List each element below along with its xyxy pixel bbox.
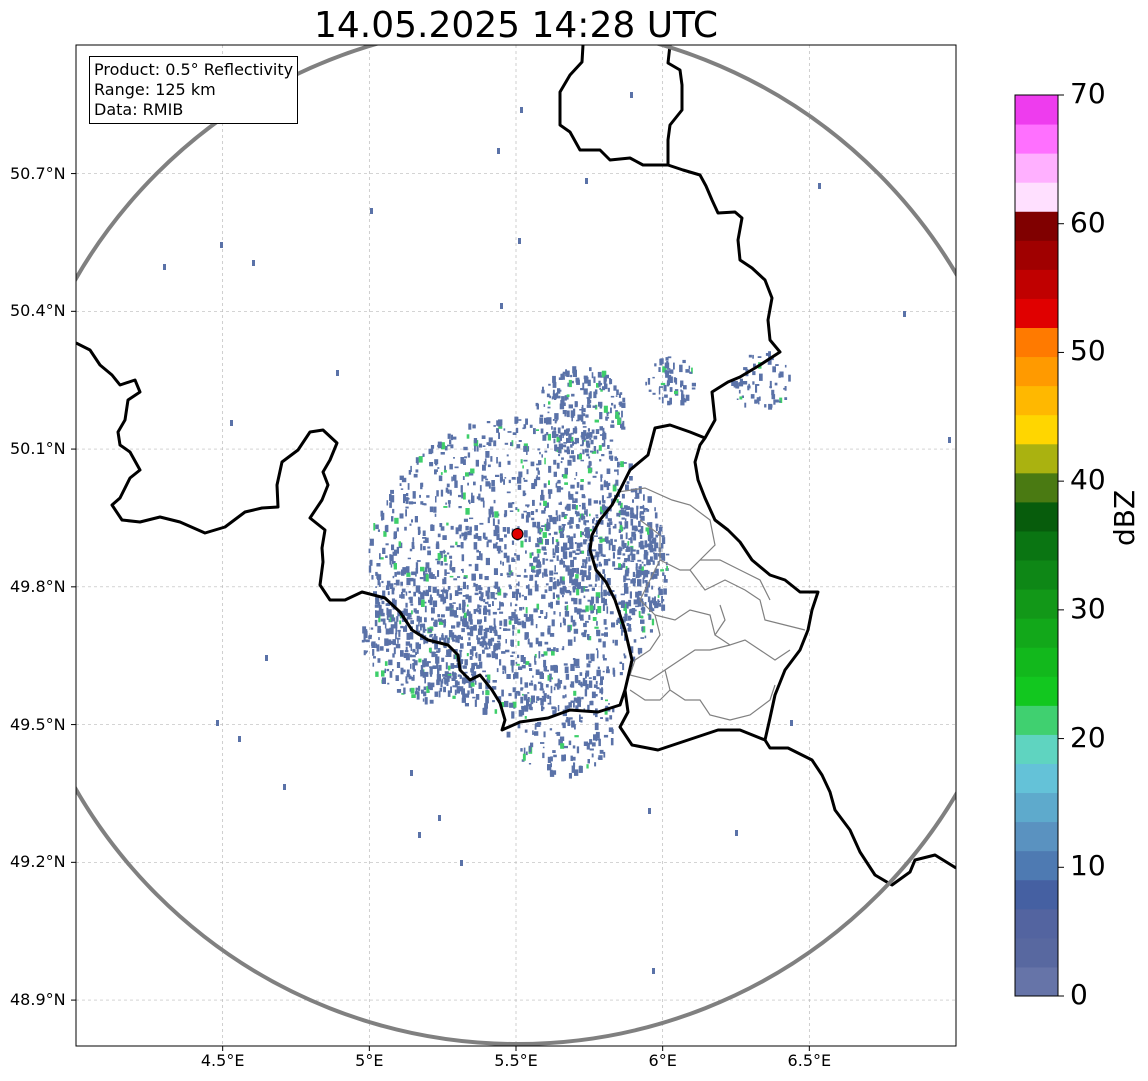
lat-tick-label: 50.1°N (10, 439, 66, 459)
data-source-label: Data: RMIB (94, 100, 184, 119)
product-label: Product: 0.5° Reflectivity (94, 60, 294, 79)
district-borders (617, 487, 806, 721)
lat-tick-label: 49.8°N (10, 576, 66, 596)
axis-ticks (71, 173, 810, 1051)
lon-tick-label: 6°E (648, 1051, 677, 1070)
lat-tick-label: 50.7°N (10, 163, 66, 183)
colorbar-bin (1015, 385, 1058, 416)
range-label: Range: 125 km (94, 80, 216, 99)
radar-site-marker (511, 528, 524, 541)
colorbar-bin (1015, 618, 1058, 648)
lat-tick-label: 49.2°N (10, 852, 66, 872)
colorbar-bin (1015, 298, 1058, 329)
colorbar-bin (1015, 705, 1058, 735)
lon-tick-label: 6.5°E (787, 1051, 832, 1070)
country-borders (76, 45, 956, 887)
colorbar-bin (1015, 95, 1058, 125)
info-box: Product: 0.5° Reflectivity Range: 125 km… (89, 56, 299, 124)
colorbar-tick-label: 30 (1070, 591, 1106, 625)
colorbar-bin (1015, 821, 1058, 852)
colorbar-bin (1015, 763, 1058, 794)
colorbar-bin (1015, 676, 1058, 706)
colorbar-unit-label: dBZ (1108, 489, 1141, 546)
colorbar-tick-label: 50 (1070, 334, 1106, 368)
colorbar-bin (1015, 647, 1058, 677)
colorbar-tick-label: 70 (1070, 77, 1106, 110)
colorbar-tick-label: 0 (1070, 978, 1088, 1011)
colorbar (1014, 94, 1064, 997)
colorbar-bin (1015, 124, 1058, 154)
colorbar-tick-label: 20 (1070, 720, 1106, 754)
colorbar-bin (1015, 240, 1058, 270)
colorbar-bin (1015, 182, 1058, 212)
colorbar-bin (1015, 850, 1058, 881)
colorbar-bin (1015, 908, 1058, 939)
colorbar-tick-label: 40 (1070, 463, 1106, 497)
colorbar-bin (1015, 269, 1058, 299)
lat-tick-label: 48.9°N (10, 990, 66, 1010)
colorbar-bin (1015, 879, 1058, 910)
colorbar-bin (1015, 966, 1058, 997)
colorbar-bin (1015, 530, 1058, 561)
colorbar-bin (1015, 153, 1058, 183)
colorbar-bin (1015, 443, 1058, 474)
lon-tick-label: 5.5°E (494, 1051, 538, 1070)
lon-tick-label: 5°E (355, 1051, 384, 1070)
map-title: 14.05.2025 14:28 UTC (313, 5, 719, 46)
colorbar-bin (1015, 327, 1058, 358)
colorbar-bin (1015, 472, 1058, 503)
colorbar-bin (1015, 734, 1058, 764)
lat-tick-label: 49.5°N (10, 714, 66, 734)
colorbar-frame (1014, 94, 1059, 997)
grid-lines (76, 45, 956, 1046)
colorbar-bin (1015, 589, 1058, 619)
colorbar-bin (1015, 792, 1058, 823)
reflectivity-echoes (163, 92, 951, 974)
colorbar-tick-label: 10 (1070, 849, 1106, 883)
colorbar-bin (1015, 937, 1058, 968)
colorbar-bin (1015, 501, 1058, 532)
colorbar-bin (1015, 211, 1058, 241)
colorbar-tick-label: 60 (1070, 205, 1106, 239)
range-ring (76, 45, 956, 1046)
lon-tick-label: 4.5°E (200, 1051, 245, 1070)
colorbar-bin (1015, 356, 1058, 387)
colorbar-bin (1015, 414, 1058, 445)
lat-tick-label: 50.4°N (10, 301, 66, 321)
colorbar-bin (1015, 560, 1058, 590)
